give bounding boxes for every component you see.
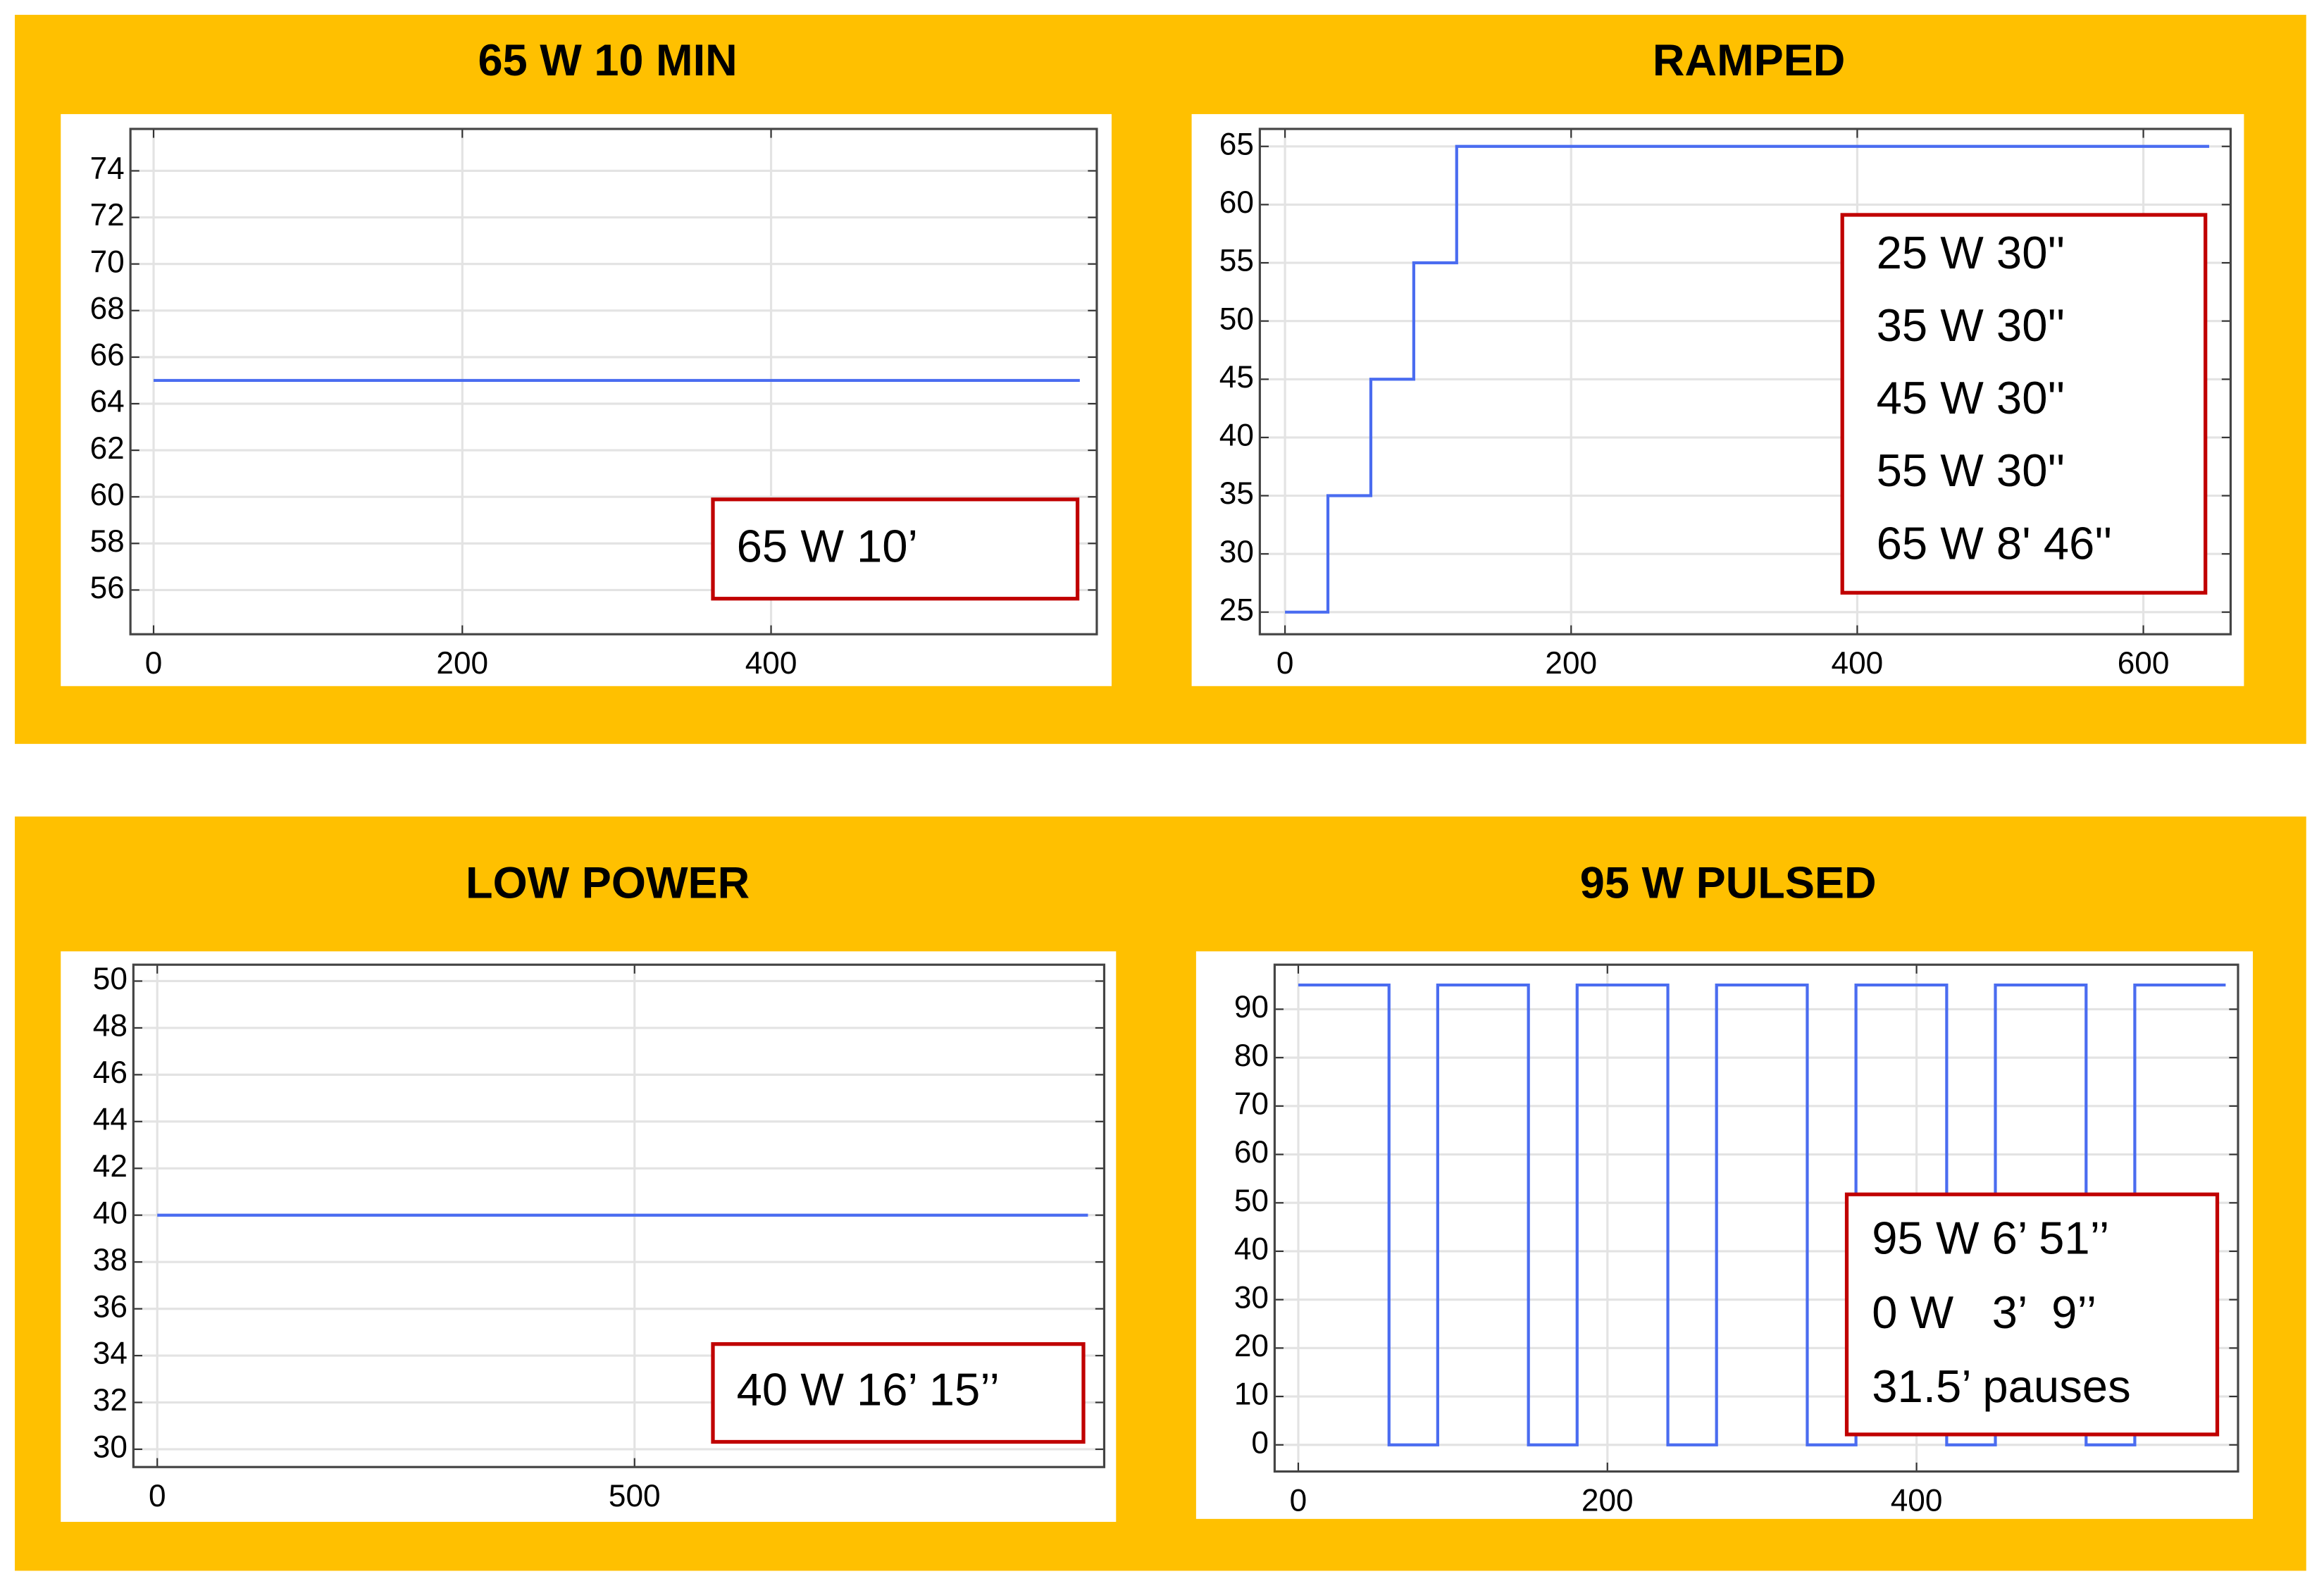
y-tick-label: 30 [93,1430,128,1465]
y-tick-label: 0 [1251,1425,1269,1460]
y-tick-label: 65 [1219,127,1254,161]
y-tick-label: 25 [1219,593,1254,627]
data-line [1285,144,2209,614]
x-tick-label: 400 [745,646,797,681]
y-tick-label: 60 [1219,185,1254,220]
y-tick-label: 32 [93,1383,128,1418]
x-tick-label: 200 [1582,1483,1634,1518]
x-tick-label: 500 [609,1479,661,1513]
y-tick-label: 60 [90,478,125,512]
y-tick-label: 70 [1234,1087,1269,1122]
annotation-text: 0 W 3’ 9’’ [1872,1287,2096,1338]
y-tick-label: 70 [90,244,125,279]
y-tick-label: 35 [1219,476,1254,511]
x-tick-label: 0 [1276,646,1294,681]
annotation-box [1844,1192,2220,1437]
y-tick-label: 56 [90,571,125,605]
y-tick-label: 30 [1234,1280,1269,1315]
y-tick-label: 42 [93,1149,128,1184]
annotation-text: 55 W 30'' [1877,445,2065,496]
y-tick-label: 40 [1234,1232,1269,1267]
y-tick-label: 72 [90,198,125,233]
y-tick-label: 20 [1234,1329,1269,1363]
y-tick-label: 30 [1219,535,1254,569]
y-tick-label: 38 [93,1243,128,1277]
annotation-box [711,1342,1086,1444]
y-tick-label: 74 [90,151,125,186]
y-tick-label: 50 [1234,1184,1269,1218]
y-tick-label: 36 [93,1289,128,1324]
x-tick-label: 600 [2118,646,2170,681]
plot-frame [129,128,1098,636]
y-tick-label: 64 [90,385,125,419]
annotation-text: 95 W 6’ 51’’ [1872,1213,2109,1264]
y-tick-label: 40 [93,1196,128,1230]
y-tick-label: 90 [1234,990,1269,1024]
annotation-text: 65 W 8' 46'' [1877,517,2113,569]
x-tick-label: 0 [149,1479,166,1513]
x-tick-label: 400 [1891,1483,1943,1518]
x-tick-label: 200 [1545,646,1597,681]
annotation-box [711,497,1080,601]
y-tick-label: 62 [90,431,125,466]
y-tick-label: 55 [1219,244,1254,278]
annotation-text: 31.5’ pauses [1872,1360,2130,1412]
annotation-text: 25 W 30'' [1877,227,2065,278]
x-tick-label: 0 [145,646,163,681]
x-tick-label: 200 [436,646,488,681]
chart-title: 65 W 10 MIN [478,36,738,85]
y-tick-label: 60 [1234,1135,1269,1170]
annotation-text: 35 W 30'' [1877,299,2065,351]
y-tick-label: 68 [90,291,125,326]
chart-title: 95 W PULSED [1580,858,1877,907]
chart-title: RAMPED [1653,36,1845,85]
y-tick-label: 44 [93,1103,128,1137]
x-tick-label: 400 [1832,646,1884,681]
x-tick-label: 0 [1290,1483,1307,1518]
annotation-text: 45 W 30'' [1877,372,2065,423]
plot-frame [132,963,1106,1468]
y-tick-label: 46 [93,1055,128,1090]
y-tick-label: 58 [90,524,125,559]
chart-title: LOW POWER [466,858,750,907]
y-tick-label: 80 [1234,1039,1269,1073]
y-tick-label: 50 [93,962,128,996]
y-tick-label: 66 [90,338,125,373]
y-tick-label: 45 [1219,360,1254,395]
y-tick-label: 34 [93,1337,128,1371]
y-tick-label: 48 [93,1009,128,1043]
y-tick-label: 40 [1219,419,1254,453]
annotation-box [1840,213,2208,595]
data-line [1298,983,2226,1446]
plot-frame [1273,963,2239,1473]
y-tick-label: 10 [1234,1377,1269,1412]
plot-frame [1258,128,2232,636]
y-tick-label: 50 [1219,302,1254,336]
annotation-text: 40 W 16’ 15’’ [737,1363,1000,1415]
annotation-text: 65 W 10’ [737,521,918,572]
